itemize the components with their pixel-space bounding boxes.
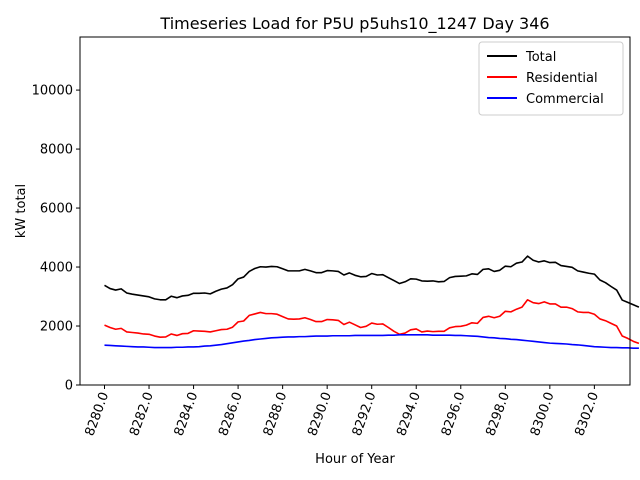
y-tick-label: 8000 — [40, 143, 73, 158]
y-tick-label: 4000 — [40, 261, 73, 276]
legend: Total Residential Commercial — [478, 41, 624, 116]
y-axis-label: kW total — [14, 184, 29, 238]
plot-area — [104, 255, 640, 349]
chart-title: Timeseries Load for P5U p5uhs10_1247 Day… — [159, 14, 549, 34]
legend-label-commercial: Commercial — [526, 92, 604, 107]
legend-label-total: Total — [525, 50, 556, 65]
axes-frame — [79, 36, 631, 386]
y-tick-label: 2000 — [40, 320, 73, 335]
series-line-total — [104, 255, 640, 308]
y-tick-label: 10000 — [32, 84, 73, 99]
legend-box — [478, 41, 624, 116]
series-line-residential — [104, 298, 640, 345]
legend-label-residential: Residential — [526, 71, 598, 86]
y-tick-label: 6000 — [40, 202, 73, 217]
y-tick-label: 0 — [65, 379, 73, 394]
x-axis-label: Hour of Year — [315, 452, 395, 467]
series-line-commercial — [104, 334, 639, 349]
